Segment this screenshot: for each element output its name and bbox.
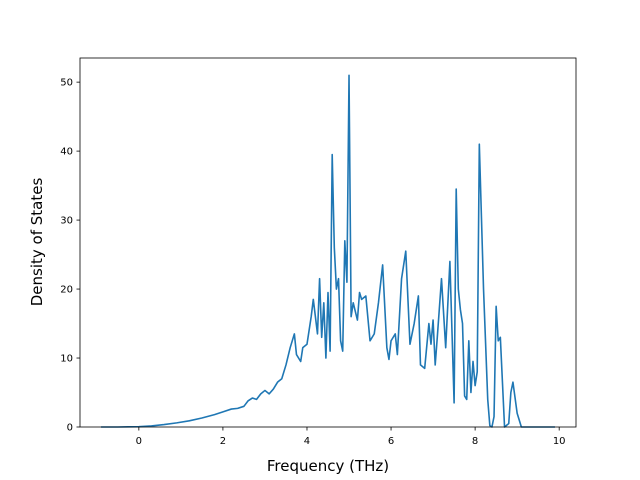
x-tick-label: 10 [553,436,566,447]
plot-area: 0 2 4 6 8 10 0 10 20 30 40 50 [60,57,577,447]
x-tick-label: 2 [220,436,226,447]
x-tick-label: 8 [472,436,478,447]
y-tick-label: 30 [60,216,73,227]
y-axis-title: Density of States [28,178,46,307]
x-axis-title: Frequency (THz) [267,457,389,475]
x-tick-label: 0 [136,436,142,447]
x-tick-label: 4 [304,436,310,447]
axes-frame [79,57,577,428]
y-tick-label: 0 [67,423,73,434]
series-line-0 [101,74,555,428]
y-tick-label: 20 [60,285,73,296]
y-tick-label: 50 [60,78,73,89]
y-tick-label: 10 [60,354,73,365]
x-tick-label: 6 [388,436,394,447]
y-tick-label: 40 [60,147,73,158]
